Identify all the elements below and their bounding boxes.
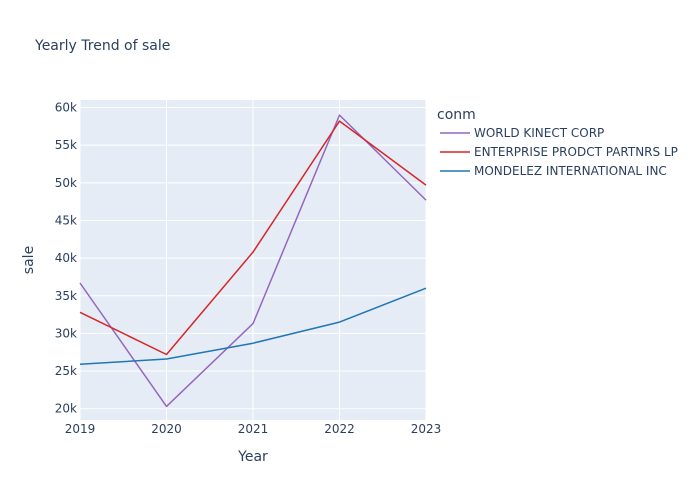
series-lines [79, 114, 427, 408]
y-tick-label: 40k [55, 251, 77, 265]
y-tick-label: 50k [55, 176, 77, 190]
legend-item-1[interactable]: WORLD KINECT CORP [440, 126, 604, 140]
y-axis-label: sale [21, 246, 37, 274]
legend-label: ENTERPRISE PRODCT PARTNRS LP [474, 145, 678, 159]
x-gridlines [79, 100, 427, 420]
series-line-3[interactable] [79, 287, 427, 366]
series-line-2[interactable] [79, 120, 427, 356]
legend-item-3[interactable]: MONDELEZ INTERNATIONAL INC [440, 164, 667, 178]
y-tick-label: 45k [55, 213, 77, 227]
legend-item-2[interactable]: ENTERPRISE PRODCT PARTNRS LP [440, 145, 678, 159]
y-tick-label: 60k [55, 101, 77, 115]
legend-title: conm [437, 107, 476, 123]
x-axis-label: Year [237, 449, 268, 465]
x-tick-label: 2023 [411, 422, 442, 436]
y-tick-label: 25k [55, 364, 77, 378]
chart-title: Yearly Trend of sale [34, 38, 170, 54]
y-tick-labels: 20k 25k 30k 35k 40k 45k 50k 55k 60k [55, 101, 77, 416]
y-tick-label: 30k [55, 326, 77, 340]
x-tick-label: 2021 [238, 422, 269, 436]
legend-label: WORLD KINECT CORP [474, 126, 604, 140]
legend-items: WORLD KINECT CORP ENTERPRISE PRODCT PARTN… [440, 126, 678, 178]
legend[interactable]: conm WORLD KINECT CORP ENTERPRISE PRODCT … [437, 107, 678, 178]
legend-label: MONDELEZ INTERNATIONAL INC [474, 164, 667, 178]
x-tick-label: 2020 [151, 422, 182, 436]
x-tick-label: 2019 [65, 422, 96, 436]
series-line-1[interactable] [79, 114, 427, 408]
y-tick-label: 20k [55, 402, 77, 416]
y-tick-label: 55k [55, 138, 77, 152]
x-tick-label: 2022 [324, 422, 355, 436]
x-tick-labels: 2019 2020 2021 2022 2023 [65, 422, 442, 436]
y-tick-label: 35k [55, 289, 77, 303]
